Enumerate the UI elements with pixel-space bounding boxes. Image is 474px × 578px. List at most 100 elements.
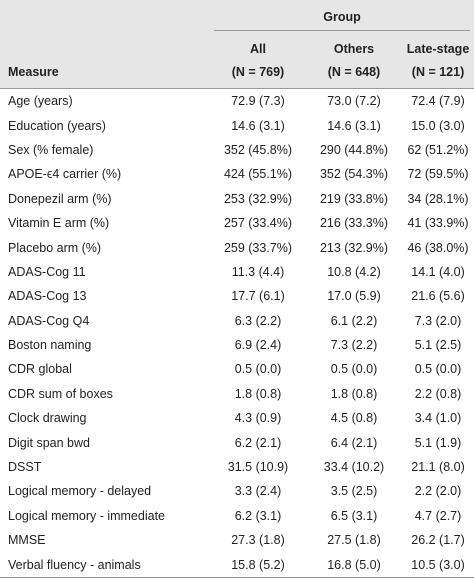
column-n: (N = 648) (306, 56, 402, 89)
cell-value: 6.5 (3.1) (330, 508, 378, 523)
cell-value: 290 (44.8%) (319, 142, 389, 157)
cell-value: 72.9 (7.3) (231, 94, 285, 109)
measure-name: Clock drawing (8, 411, 87, 426)
cell-value: 7.3 (2.2) (330, 338, 378, 353)
cell-value: 16.8 (5.0) (306, 552, 402, 578)
measure-name: ADAS-Cog 11 (8, 264, 86, 279)
measure-name: Verbal fluency - animals (0, 552, 210, 578)
column-name: Late-stage (402, 32, 474, 56)
measure-name: APOE-ϵ4 carrier (%) (8, 167, 122, 182)
table-row: CDR sum of boxes 1.8 (0.8) 1.8 (0.8) 2.2 (0… (0, 382, 474, 406)
cell-value: 0.5 (0.0) (330, 362, 378, 377)
measure-name: ADAS-Cog Q4 (8, 313, 90, 328)
measure-name: CDR sum of boxes (8, 386, 113, 401)
table-header: Group All Others Late-stage Measure (N = 769… (0, 0, 474, 89)
cell-value: 2.2 (0.8) (414, 386, 462, 401)
cell-value: 10.8 (4.2) (327, 264, 381, 279)
measure-name: Boston naming (8, 338, 92, 353)
measure-header: Measure (0, 56, 210, 89)
cell-value: 0.5 (0.0) (414, 362, 462, 377)
table-row: Placebo arm (%) 259 (33.7%) 213 (32.9%) 46 … (0, 235, 474, 259)
cell-value: 14.6 (3.1) (231, 118, 285, 133)
cell-value: 2.2 (2.0) (414, 484, 462, 499)
measure-name: Education (years) (8, 118, 106, 133)
measure-name: DSST (8, 460, 42, 475)
header-spacer (0, 0, 210, 32)
table-row: Age (years) 72.9 (7.3) 73.0 (7.2) 72.4 (7.9… (0, 89, 474, 114)
header-spacer (0, 32, 210, 56)
cell-value: 3.5 (2.5) (330, 484, 378, 499)
table-row: DSST 31.5 (10.9) 33.4 (10.2) 21.1 (8.0) (0, 455, 474, 479)
cell-value: 11.3 (4.4) (231, 264, 285, 279)
cell-value: 219 (33.8%) (319, 191, 389, 206)
cell-value: 3.3 (2.4) (234, 484, 282, 499)
cell-value: 253 (32.9%) (223, 191, 293, 206)
table-row: Digit span bwd 6.2 (2.1) 6.4 (2.1) 5.1 (1.9… (0, 430, 474, 454)
cell-value: 6.2 (3.1) (234, 508, 282, 523)
cell-value: 31.5 (10.9) (227, 460, 289, 475)
cell-value: 6.1 (2.2) (330, 313, 378, 328)
measure-name: Age (years) (8, 94, 73, 109)
cell-value: 6.4 (2.1) (330, 435, 378, 450)
cell-value: 213 (32.9%) (319, 240, 389, 255)
cell-value: 14.6 (3.1) (327, 118, 381, 133)
cell-value: 5.1 (1.9) (414, 435, 462, 450)
cell-value: 259 (33.7%) (223, 240, 293, 255)
cell-value: 4.3 (0.9) (234, 411, 282, 426)
measure-name: Vitamin E arm (%) (8, 216, 110, 231)
cell-value: 424 (55.1%) (223, 167, 293, 182)
column-n: (N = 121) (402, 56, 474, 89)
measure-name: ADAS-Cog 13 (8, 289, 87, 304)
cell-value: 15.8 (5.2) (210, 552, 306, 578)
cell-value: 72 (59.5%) (407, 167, 469, 182)
table-row: Vitamin E arm (%) 257 (33.4%) 216 (33.3%) 4… (0, 211, 474, 235)
measure-name: CDR global (8, 362, 72, 377)
cell-value: 73.0 (7.2) (327, 94, 381, 109)
table-row: Donepezil arm (%) 253 (32.9%) 219 (33.8%) 3… (0, 187, 474, 211)
table-row: Boston naming 6.9 (2.4) 7.3 (2.2) 5.1 (2.5) (0, 333, 474, 357)
table-row: MMSE 27.3 (1.8) 27.5 (1.8) 26.2 (1.7) (0, 528, 474, 552)
cell-value: 3.4 (1.0) (414, 411, 462, 426)
cell-value: 5.1 (2.5) (414, 338, 462, 353)
measure-name: MMSE (8, 533, 46, 548)
cell-value: 17.7 (6.1) (231, 289, 285, 304)
cell-value: 6.2 (2.1) (234, 435, 282, 450)
cell-value: 216 (33.3%) (319, 216, 389, 231)
measure-name: Sex (% female) (8, 142, 94, 157)
cell-value: 41 (33.9%) (407, 216, 469, 231)
measure-name: Logical memory - delayed (8, 484, 152, 499)
table-row: Logical memory - delayed 3.3 (2.4) 3.5 (2.… (0, 479, 474, 503)
cell-value: 72.4 (7.9) (411, 94, 465, 109)
cell-value: 46 (38.0%) (407, 240, 469, 255)
cell-value: 7.3 (2.0) (414, 313, 462, 328)
group-header: Group (210, 0, 474, 32)
column-n: (N = 769) (210, 56, 306, 89)
cell-value: 27.3 (1.8) (231, 533, 285, 548)
column-name: All (210, 32, 306, 56)
table-row: CDR global 0.5 (0.0) 0.5 (0.0) 0.5 (0.0) (0, 357, 474, 381)
table-row: APOE-ϵ4 carrier (%) 424 (55.1%) 352 (54.3%… (0, 162, 474, 186)
cell-value: 352 (45.8%) (223, 142, 293, 157)
cell-value: 26.2 (1.7) (411, 533, 465, 548)
cell-value: 257 (33.4%) (223, 216, 293, 231)
cell-value: 34 (28.1%) (407, 191, 469, 206)
cell-value: 62 (51.2%) (407, 142, 469, 157)
cell-value: 352 (54.3%) (319, 167, 389, 182)
cell-value: 21.1 (8.0) (411, 460, 465, 475)
table-row: Education (years) 14.6 (3.1) 14.6 (3.1) 15.… (0, 113, 474, 137)
table-row: ADAS-Cog 13 17.7 (6.1) 17.0 (5.9) 21.6 (5.6… (0, 284, 474, 308)
column-name: Others (306, 32, 402, 56)
cell-value: 10.5 (3.0) (402, 552, 474, 578)
cell-value: 21.6 (5.6) (411, 289, 465, 304)
measure-name: Placebo arm (%) (8, 240, 102, 255)
cell-value: 17.0 (5.9) (327, 289, 381, 304)
cell-value: 6.3 (2.2) (234, 313, 282, 328)
cell-value: 14.1 (4.0) (411, 264, 465, 279)
table-row: Sex (% female) 352 (45.8%) 290 (44.8%) 62 (… (0, 138, 474, 162)
table-row: Verbal fluency - animals 15.8 (5.2) 16.8 (… (0, 552, 474, 578)
measure-name: Logical memory - immediate (8, 508, 165, 523)
table-body: Age (years) 72.9 (7.3) 73.0 (7.2) 72.4 (7.9… (0, 89, 474, 578)
cell-value: 33.4 (10.2) (323, 460, 385, 475)
